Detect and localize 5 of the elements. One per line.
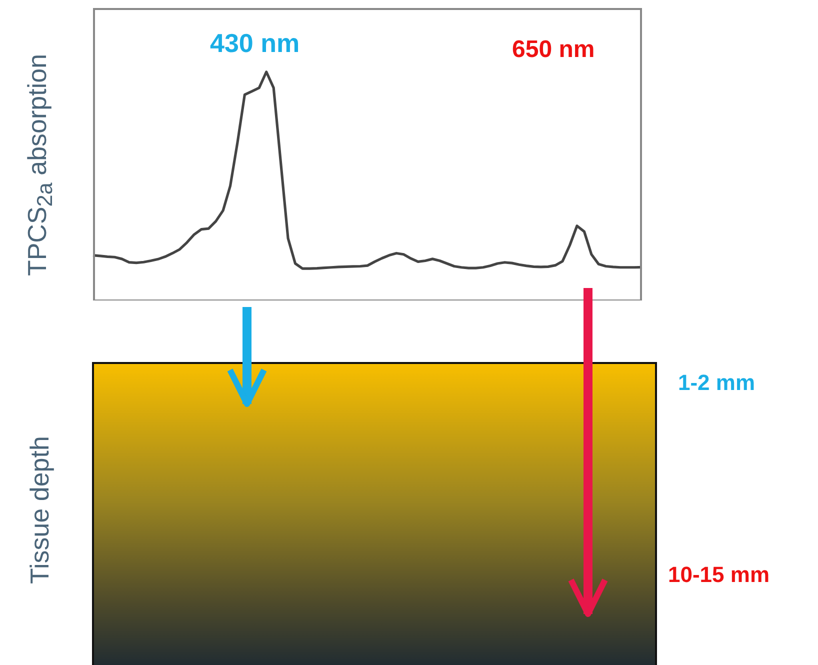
text: 10-15 mm — [668, 562, 770, 588]
text: 650 nm — [512, 36, 595, 64]
text: 430 nm — [210, 28, 300, 59]
text: 1-2 mm — [678, 370, 756, 396]
text: Tissue depth — [24, 436, 56, 584]
